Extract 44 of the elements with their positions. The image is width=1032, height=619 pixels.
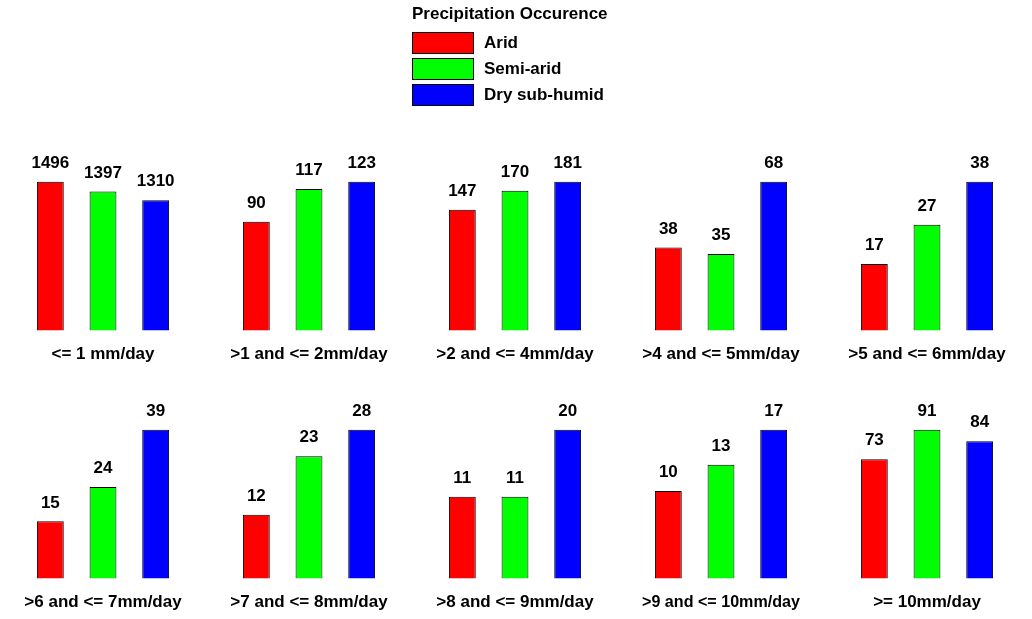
data-label: 17 [864, 235, 884, 255]
data-label: 28 [352, 400, 372, 420]
x-axis-title: >1 and <= 2mm/day [230, 344, 389, 364]
data-label: 38 [658, 218, 678, 238]
data-label: 90 [246, 192, 266, 212]
x-axis-title: >7 and <= 8mm/day [230, 592, 389, 612]
data-label: 1496 [31, 152, 70, 172]
data-label: 73 [864, 430, 884, 450]
data-label: 17 [764, 400, 784, 420]
data-label: 123 [347, 152, 376, 172]
x-axis-title: <= 1 mm/day [51, 344, 156, 364]
x-axis-title: >5 and <= 6mm/day [848, 344, 1007, 364]
data-label: 13 [711, 435, 731, 455]
category-label: Arid [484, 33, 518, 53]
data-label: 11 [506, 467, 524, 487]
data-label: 68 [764, 152, 784, 172]
data-label: 15 [40, 492, 60, 512]
x-axis-title: >9 and <= 10mm/day [642, 592, 801, 612]
x-axis-title: >2 and <= 4mm/day [436, 344, 595, 364]
category-label: Dry sub-humid [484, 85, 604, 105]
data-label: 20 [558, 400, 578, 420]
category-label: Semi-arid [484, 59, 562, 79]
data-label: 35 [711, 225, 731, 245]
data-label: 84 [970, 412, 990, 432]
data-label: 23 [299, 427, 319, 447]
data-label: 27 [917, 195, 937, 215]
data-label: 11 [453, 467, 472, 487]
data-label: 170 [500, 161, 530, 181]
data-label: 39 [146, 400, 166, 420]
legend-title: Precipitation Occurence [412, 4, 608, 24]
data-label: 1397 [84, 162, 122, 182]
data-label: 91 [917, 400, 937, 420]
x-axis-title: >= 10mm/day [873, 592, 982, 612]
data-label: 38 [970, 152, 990, 172]
data-label: 1310 [136, 171, 175, 191]
x-axis-title: >8 and <= 9mm/day [436, 592, 595, 612]
x-axis-title: >4 and <= 5mm/day [642, 344, 801, 364]
data-label: 24 [93, 458, 113, 478]
data-label: 181 [553, 152, 582, 172]
data-label: 12 [246, 485, 266, 505]
x-axis-title: >6 and <= 7mm/day [24, 592, 183, 612]
data-label: 147 [448, 180, 477, 200]
data-label: 10 [658, 462, 678, 482]
data-label: 117 [295, 160, 323, 180]
